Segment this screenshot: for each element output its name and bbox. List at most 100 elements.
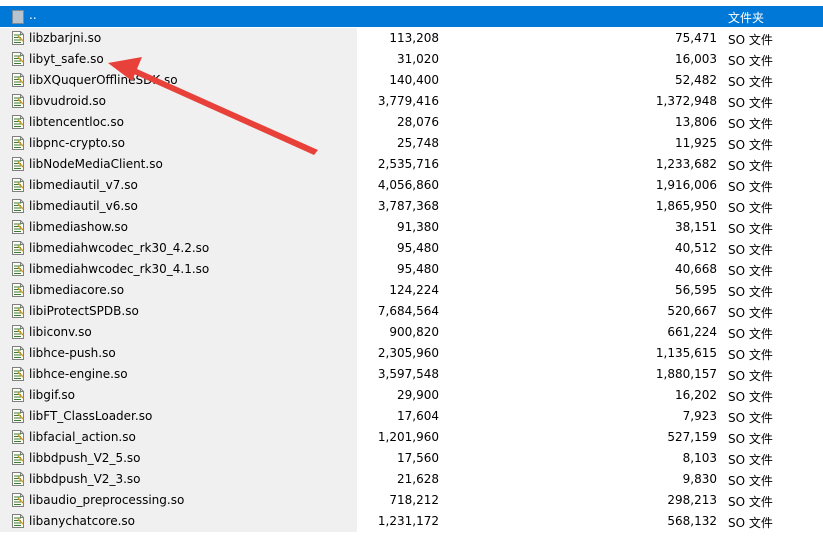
file-name: libanychatcore.so (29, 514, 136, 528)
file-row[interactable]: libtencentloc.so 28,076 13,806 SO 文件 (0, 112, 823, 133)
file-name: libmediahwcodec_rk30_4.2.so (29, 241, 210, 255)
file-row[interactable]: libmediashow.so 91,380 38,151 SO 文件 (0, 217, 823, 238)
file-size: 28,076 (397, 115, 439, 129)
file-packed-size: 1,135,615 (655, 346, 717, 360)
file-packed-size: 1,880,157 (655, 367, 717, 381)
parent-folder-row[interactable]: .. 文件夹 (0, 6, 823, 27)
name-column-cell: libFT_ClassLoader.so (0, 406, 357, 427)
name-column-cell: libbdpush_V2_3.so (0, 469, 357, 490)
file-packed-size: 520,667 (667, 304, 717, 318)
file-type: SO 文件 (728, 159, 773, 173)
file-row[interactable]: libmediautil_v6.so 3,787,368 1,865,950 S… (0, 196, 823, 217)
file-row[interactable]: libgif.so 29,900 16,202 SO 文件 (0, 385, 823, 406)
file-type: SO 文件 (728, 432, 773, 446)
file-size: 25,748 (397, 136, 439, 150)
file-size: 718,212 (389, 493, 439, 507)
file-name: libgif.so (29, 388, 75, 402)
name-column-cell: libyt_safe.so (0, 49, 357, 70)
file-packed-size: 16,003 (675, 52, 717, 66)
file-size: 1,231,172 (377, 514, 439, 528)
name-column-cell: libmediashow.so (0, 217, 357, 238)
so-file-icon (12, 304, 24, 318)
file-name: libaudio_preprocessing.so (29, 493, 185, 507)
file-row[interactable]: libaudio_preprocessing.so 718,212 298,21… (0, 490, 823, 511)
file-size: 95,480 (397, 241, 439, 255)
name-column-cell: libXQuquerOfflineSDK.so (0, 70, 357, 91)
so-file-icon (12, 493, 24, 507)
file-type: SO 文件 (728, 348, 773, 362)
name-column-cell: libmediahwcodec_rk30_4.2.so (0, 238, 357, 259)
so-file-icon (12, 409, 24, 423)
file-packed-size: 661,224 (667, 325, 717, 339)
file-size: 91,380 (397, 220, 439, 234)
file-size: 3,787,368 (377, 199, 439, 213)
file-name: libbdpush_V2_3.so (29, 472, 141, 486)
file-size: 7,684,564 (377, 304, 439, 318)
file-row[interactable]: libmediahwcodec_rk30_4.1.so 95,480 40,66… (0, 259, 823, 280)
file-row[interactable]: libiconv.so 900,820 661,224 SO 文件 (0, 322, 823, 343)
name-column-cell: libtencentloc.so (0, 112, 357, 133)
name-column-cell: libNodeMediaClient.so (0, 154, 357, 175)
file-row[interactable]: libhce-engine.so 3,597,548 1,880,157 SO … (0, 364, 823, 385)
file-name: libmediashow.so (29, 220, 128, 234)
so-file-icon (12, 472, 24, 486)
file-type: SO 文件 (728, 516, 773, 530)
file-row[interactable]: libmediacore.so 124,224 56,595 SO 文件 (0, 280, 823, 301)
file-row[interactable]: libNodeMediaClient.so 2,535,716 1,233,68… (0, 154, 823, 175)
file-row[interactable]: libvudroid.so 3,779,416 1,372,948 SO 文件 (0, 91, 823, 112)
file-size: 3,597,548 (377, 367, 439, 381)
name-column-cell: libpnc-crypto.so (0, 133, 357, 154)
file-packed-size: 56,595 (675, 283, 717, 297)
file-row[interactable]: libmediahwcodec_rk30_4.2.so 95,480 40,51… (0, 238, 823, 259)
name-column-cell: libmediautil_v7.so (0, 175, 357, 196)
file-packed-size: 52,482 (675, 73, 717, 87)
file-type: SO 文件 (728, 222, 773, 236)
file-packed-size: 7,923 (682, 409, 717, 423)
file-name: libmediacore.so (29, 283, 125, 297)
file-row[interactable]: libbdpush_V2_5.so 17,560 8,103 SO 文件 (0, 448, 823, 469)
parent-folder-name: .. (29, 8, 37, 22)
file-row[interactable]: libiProtectSPDB.so 7,684,564 520,667 SO … (0, 301, 823, 322)
file-name: libhce-push.so (29, 346, 116, 360)
file-packed-size: 40,668 (675, 262, 717, 276)
so-file-icon (12, 283, 24, 297)
name-column-cell: libaudio_preprocessing.so (0, 490, 357, 511)
file-row[interactable]: libmediautil_v7.so 4,056,860 1,916,006 S… (0, 175, 823, 196)
file-size: 4,056,860 (377, 178, 439, 192)
so-file-icon (12, 430, 24, 444)
file-name: libmediautil_v7.so (29, 178, 138, 192)
so-file-icon (12, 178, 24, 192)
name-column-cell: libhce-push.so (0, 343, 357, 364)
file-name: libtencentloc.so (29, 115, 124, 129)
name-column-cell: libmediautil_v6.so (0, 196, 357, 217)
file-size: 2,535,716 (377, 157, 439, 171)
file-name: libNodeMediaClient.so (29, 157, 163, 171)
file-size: 124,224 (389, 283, 439, 297)
file-row[interactable]: libfacial_action.so 1,201,960 527,159 SO… (0, 427, 823, 448)
name-column-cell: libvudroid.so (0, 91, 357, 112)
file-size: 113,208 (389, 31, 439, 45)
file-type: SO 文件 (728, 138, 773, 152)
file-row[interactable]: libanychatcore.so 1,231,172 568,132 SO 文… (0, 511, 823, 532)
file-row[interactable]: libzbarjni.so 113,208 75,471 SO 文件 (0, 28, 823, 49)
file-size: 17,560 (397, 451, 439, 465)
so-file-icon (12, 157, 24, 171)
file-type: SO 文件 (728, 264, 773, 278)
file-type: SO 文件 (728, 369, 773, 383)
file-row[interactable]: libpnc-crypto.so 25,748 11,925 SO 文件 (0, 133, 823, 154)
file-row[interactable]: libyt_safe.so 31,020 16,003 SO 文件 (0, 49, 823, 70)
file-row[interactable]: libFT_ClassLoader.so 17,604 7,923 SO 文件 (0, 406, 823, 427)
file-type: SO 文件 (728, 327, 773, 341)
file-name: libmediahwcodec_rk30_4.1.so (29, 262, 210, 276)
name-column-cell: libiconv.so (0, 322, 357, 343)
file-name: libyt_safe.so (29, 52, 104, 66)
file-row[interactable]: libXQuquerOfflineSDK.so 140,400 52,482 S… (0, 70, 823, 91)
file-name: libfacial_action.so (29, 430, 136, 444)
file-packed-size: 1,233,682 (655, 157, 717, 171)
so-file-icon (12, 199, 24, 213)
file-row[interactable]: libbdpush_V2_3.so 21,628 9,830 SO 文件 (0, 469, 823, 490)
file-packed-size: 13,806 (675, 115, 717, 129)
file-row[interactable]: libhce-push.so 2,305,960 1,135,615 SO 文件 (0, 343, 823, 364)
so-file-icon (12, 325, 24, 339)
name-column-cell: libmediacore.so (0, 280, 357, 301)
